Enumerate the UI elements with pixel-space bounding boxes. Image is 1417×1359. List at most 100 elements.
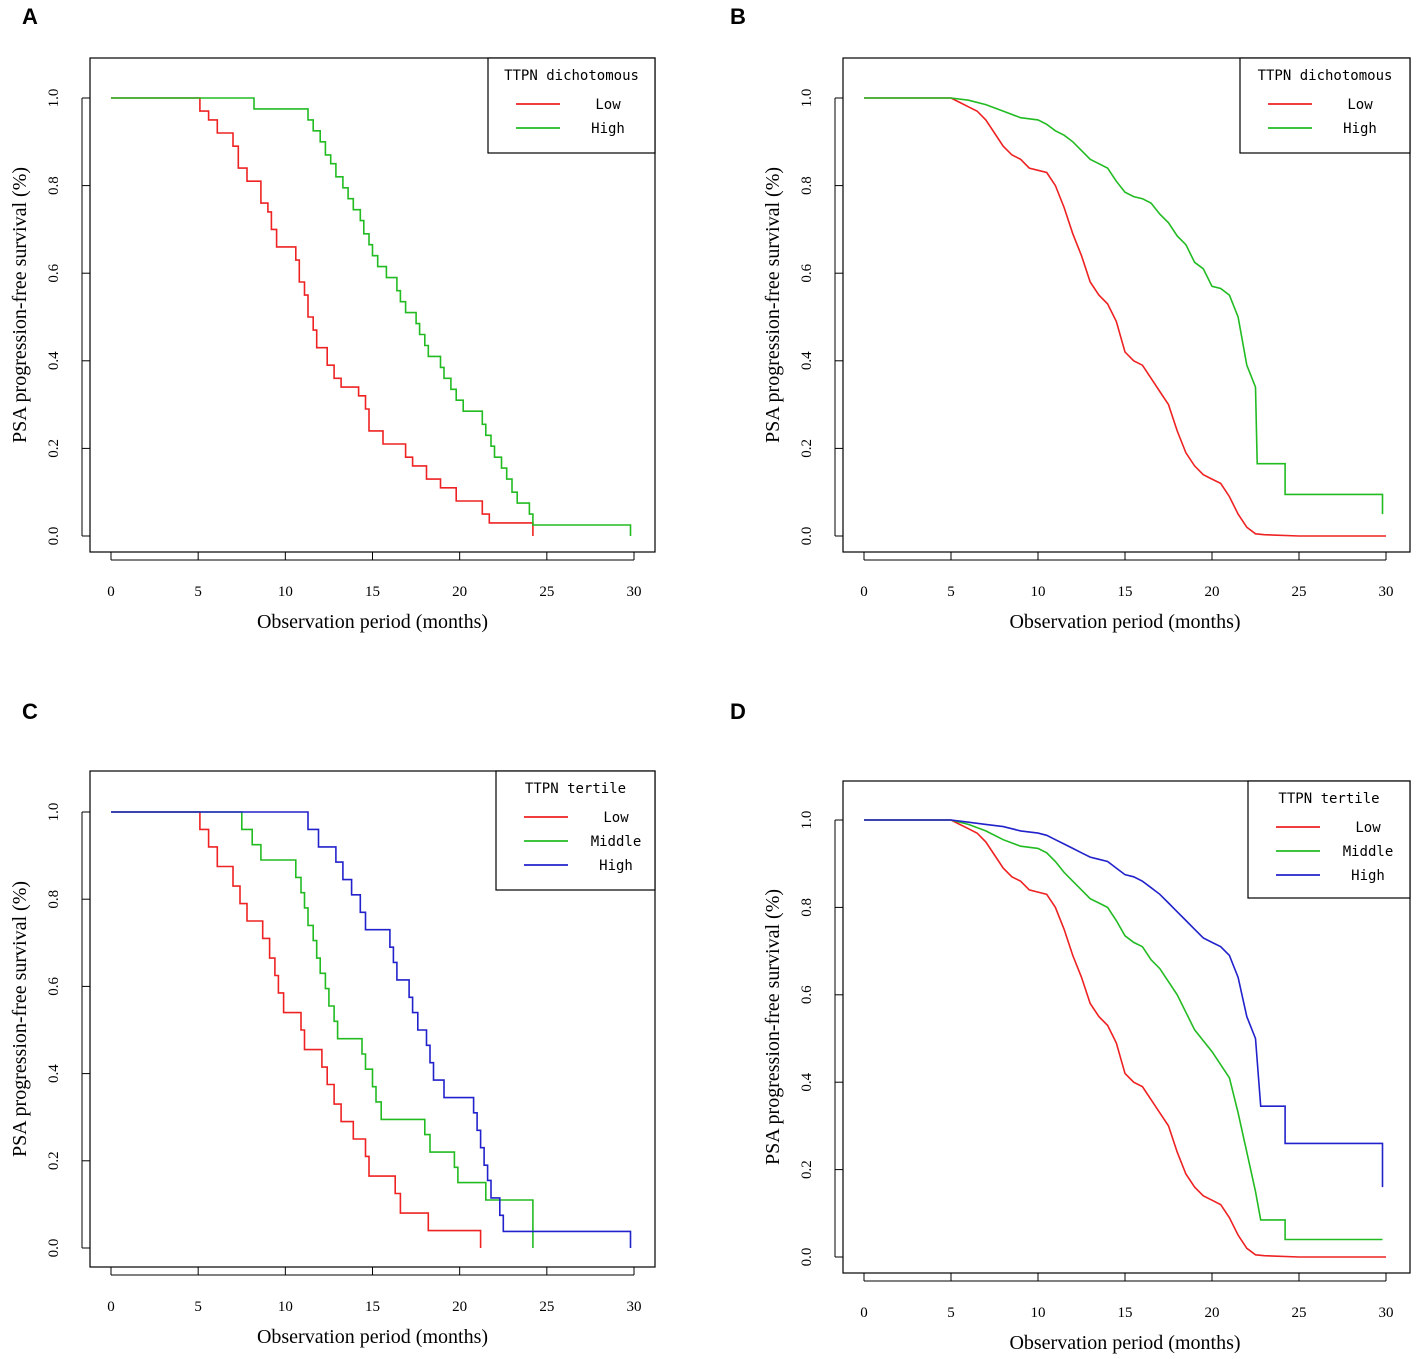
legend-label: Middle (1343, 844, 1394, 860)
panel-c: C 0 5 10 15 20 25 30 0.0 0.2 0.4 0.6 0.8 1.0 Observati… (0, 679, 708, 1358)
x-tick-label: 30 (1379, 1305, 1394, 1321)
y-tick-label: 0.8 (799, 898, 815, 917)
panel-b: B 0 5 10 15 20 25 30 0.0 0.2 0.4 0.6 0.8 1.0 Observati… (708, 0, 1416, 679)
x-tick-label: 25 (539, 1299, 554, 1315)
series-line-middle (111, 811, 534, 1248)
x-tick-label: 25 (1292, 584, 1307, 600)
x-tick-label: 20 (1205, 1305, 1220, 1321)
legend-box (1239, 57, 1411, 154)
series-line-high (111, 97, 632, 536)
legend-title: TTPN dichotomous (1258, 68, 1393, 84)
legend-title: TTPN dichotomous (504, 68, 639, 84)
x-tick-label: 15 (365, 1299, 380, 1315)
legend-label: Low (595, 97, 621, 113)
legend-label: High (591, 121, 625, 137)
y-tick-label: 0.0 (46, 1239, 62, 1258)
x-axis-title: Observation period (months) (257, 611, 488, 633)
y-tick-label: 0.2 (46, 439, 62, 458)
y-axis-title: PSA progression-free survival (%) (9, 167, 31, 443)
series-line-high (864, 819, 1384, 1188)
y-tick-label: 0.4 (799, 351, 815, 370)
y-axis-title: PSA progression-free survival (%) (9, 881, 31, 1157)
x-tick-label: 30 (627, 1299, 642, 1315)
y-tick-label: 0.0 (799, 527, 815, 546)
legend-label: Low (603, 810, 629, 826)
x-tick-label: 10 (1031, 1305, 1046, 1321)
y-tick-label: 1.0 (799, 89, 815, 108)
y-tick-label: 1.0 (46, 803, 62, 822)
y-tick-label: 1.0 (799, 811, 815, 830)
legend-label: High (1351, 868, 1385, 884)
survival-chart-c: C 0 5 10 15 20 25 30 0.0 0.2 0.4 0.6 0.8 1.0 Observati… (9, 699, 656, 1348)
x-tick-label: 10 (278, 1299, 293, 1315)
panel-letter: B (730, 4, 746, 29)
x-axis-title: Observation period (months) (1009, 1332, 1240, 1354)
x-tick-label: 0 (860, 584, 868, 600)
x-tick-label: 10 (1031, 584, 1046, 600)
y-axis-title: PSA progression-free survival (%) (762, 167, 784, 443)
x-tick-label: 0 (107, 1299, 115, 1315)
x-tick-label: 10 (278, 584, 293, 600)
x-tick-label: 15 (1118, 1305, 1133, 1321)
x-tick-label: 5 (947, 584, 955, 600)
y-tick-label: 0.8 (46, 176, 62, 195)
survival-chart-d: D 0 5 10 15 20 25 30 0.0 0.2 0.4 0.6 0.8 1.0 Observati… (730, 699, 1411, 1354)
y-tick-label: 0.6 (46, 263, 62, 282)
x-tick-label: 15 (1118, 584, 1133, 600)
series-line-low (864, 819, 1386, 1258)
y-tick-label: 0.4 (799, 1072, 815, 1091)
x-tick-label: 0 (860, 1305, 868, 1321)
y-tick-label: 0.6 (799, 263, 815, 282)
legend-label: High (1343, 121, 1377, 137)
legend-title: TTPN tertile (525, 781, 626, 797)
series-line-low (864, 97, 1386, 537)
plot-frame (842, 780, 1411, 1274)
x-tick-label: 30 (1379, 584, 1394, 600)
x-tick-label: 25 (539, 584, 554, 600)
legend-label: Middle (591, 834, 642, 850)
series-line-low (111, 811, 482, 1248)
y-tick-label: 0.2 (799, 1160, 815, 1179)
x-tick-label: 5 (947, 1305, 955, 1321)
panel-letter: D (730, 699, 746, 724)
series-line-high (111, 811, 632, 1248)
legend-label: High (599, 858, 633, 874)
x-tick-label: 25 (1292, 1305, 1307, 1321)
y-tick-label: 0.4 (46, 351, 62, 370)
x-axis-title: Observation period (months) (1009, 611, 1240, 633)
x-tick-label: 5 (194, 584, 202, 600)
y-tick-label: 0.6 (46, 977, 62, 996)
y-tick-label: 0.8 (799, 176, 815, 195)
x-tick-label: 20 (1205, 584, 1220, 600)
x-tick-label: 20 (452, 1299, 467, 1315)
panel-letter: A (22, 4, 38, 29)
x-axis-title: Observation period (months) (257, 1326, 488, 1348)
series-line-middle (864, 819, 1383, 1241)
legend-box (487, 57, 656, 154)
survival-chart-b: B 0 5 10 15 20 25 30 0.0 0.2 0.4 0.6 0.8 1.0 Observati… (730, 4, 1411, 633)
y-tick-label: 0.2 (46, 1151, 62, 1170)
y-tick-label: 1.0 (46, 89, 62, 108)
x-tick-label: 0 (107, 584, 115, 600)
panel-a: A 0 5 10 15 20 25 30 0.0 0.2 0.4 0.6 0.8 1.0 Observati… (0, 0, 708, 679)
legend-box (1247, 780, 1411, 899)
y-tick-label: 0.6 (799, 985, 815, 1004)
survival-chart-a: A 0 5 10 15 20 25 30 0.0 0.2 0.4 0.6 0.8 1.0 Observati… (9, 4, 656, 633)
series-line-low (111, 97, 534, 536)
panel-d: D 0 5 10 15 20 25 30 0.0 0.2 0.4 0.6 0.8 1.0 Observati… (708, 679, 1416, 1358)
y-tick-label: 0.8 (46, 890, 62, 909)
legend-title: TTPN tertile (1278, 791, 1379, 807)
x-tick-label: 15 (365, 584, 380, 600)
legend-label: Low (1347, 97, 1373, 113)
legend-box (495, 770, 656, 891)
legend-label: Low (1355, 820, 1381, 836)
series-line-high (864, 97, 1384, 515)
y-tick-label: 0.2 (799, 439, 815, 458)
y-tick-label: 0.0 (46, 527, 62, 546)
x-tick-label: 5 (194, 1299, 202, 1315)
y-tick-label: 0.4 (46, 1064, 62, 1083)
panel-letter: C (22, 699, 38, 724)
y-tick-label: 0.0 (799, 1248, 815, 1267)
x-tick-label: 20 (452, 584, 467, 600)
plot-frame (842, 57, 1411, 553)
